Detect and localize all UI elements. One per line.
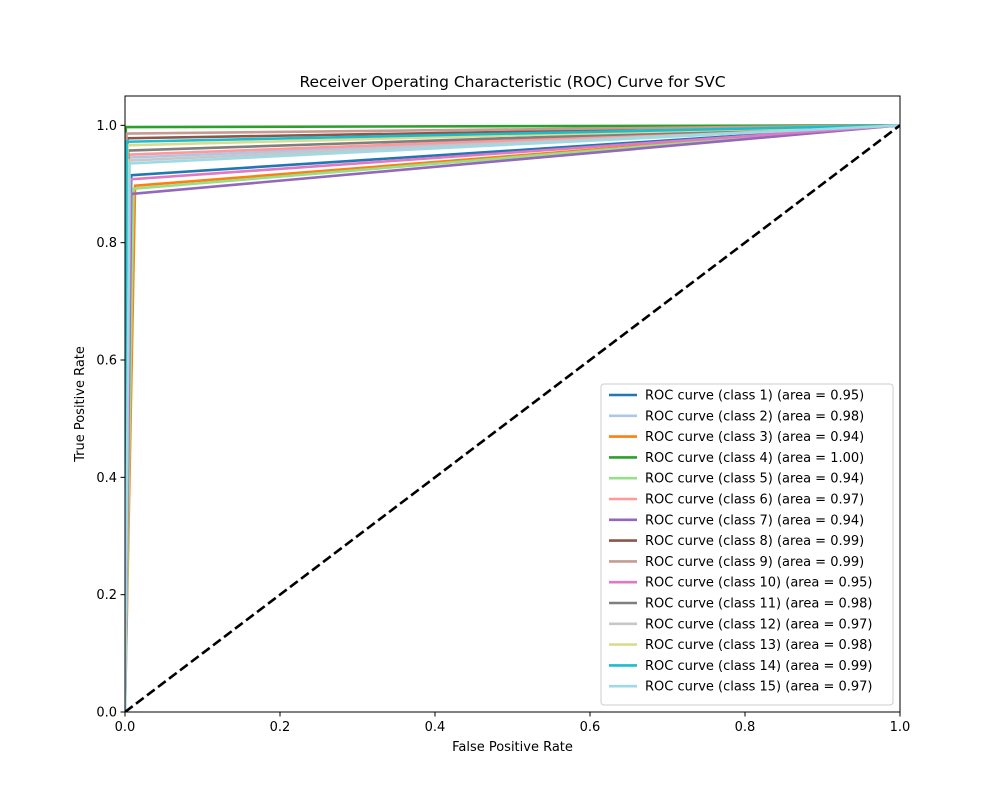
legend-label-15: ROC curve (class 15) (area = 0.97): [645, 680, 873, 695]
x-tick-label: 0.2: [270, 720, 291, 735]
legend-label-14: ROC curve (class 14) (area = 0.99): [645, 659, 873, 674]
x-tick-label: 0.8: [735, 720, 756, 735]
y-tick-label: 0.2: [96, 588, 117, 603]
legend-label-1: ROC curve (class 1) (area = 0.95): [645, 389, 864, 404]
y-tick-label: 0.4: [96, 471, 117, 486]
plot-frame: [124, 95, 901, 713]
legend-label-4: ROC curve (class 4) (area = 1.00): [645, 451, 864, 466]
legend-label-7: ROC curve (class 7) (area = 0.94): [645, 513, 864, 528]
y-tick-label: 0.8: [96, 236, 117, 251]
x-tick-label: 1.0: [890, 720, 911, 735]
legend-label-11: ROC curve (class 11) (area = 0.98): [645, 597, 873, 612]
chart-title: Receiver Operating Characteristic (ROC) …: [299, 73, 725, 91]
x-tick-label: 0.0: [115, 720, 136, 735]
legend-label-13: ROC curve (class 13) (area = 0.98): [645, 638, 873, 653]
legend-label-5: ROC curve (class 5) (area = 0.94): [645, 472, 864, 487]
x-tick-label: 0.6: [580, 720, 601, 735]
reference-diagonal-line: [125, 124, 900, 712]
x-tick-label: 0.4: [425, 720, 446, 735]
legend-label-8: ROC curve (class 8) (area = 0.99): [645, 534, 864, 549]
legend-label-9: ROC curve (class 9) (area = 0.99): [645, 555, 864, 570]
y-tick-label: 0.6: [96, 354, 117, 369]
roc-series-15: [125, 124, 900, 712]
legend-label-10: ROC curve (class 10) (area = 0.95): [645, 576, 873, 591]
legend-box: [600, 383, 894, 706]
x-axis-label: False Positive Rate: [452, 740, 573, 755]
y-axis-label: True Positive Rate: [73, 346, 88, 463]
legend-label-3: ROC curve (class 3) (area = 0.94): [645, 430, 864, 445]
legend-label-6: ROC curve (class 6) (area = 0.97): [645, 493, 864, 508]
y-tick-label: 0.0: [96, 706, 117, 721]
legend-label-12: ROC curve (class 12) (area = 0.97): [645, 617, 873, 632]
legend-label-2: ROC curve (class 2) (area = 0.98): [645, 409, 864, 424]
y-tick-label: 1.0: [96, 119, 117, 134]
